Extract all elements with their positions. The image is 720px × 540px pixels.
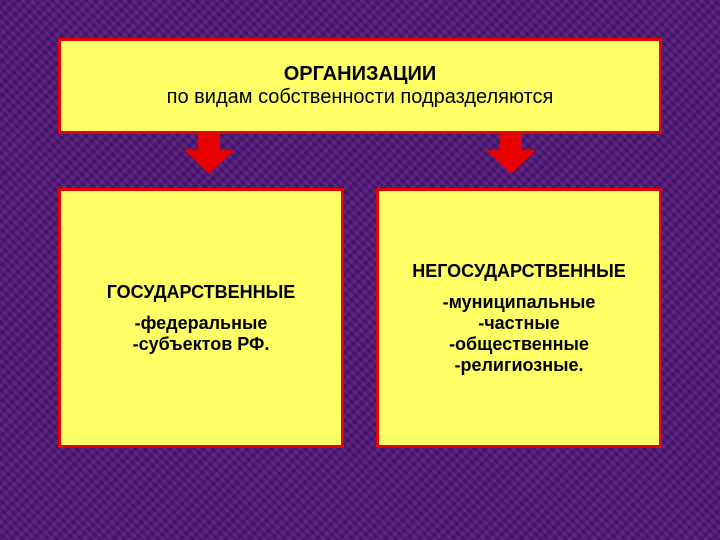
header-subtitle: по видам собственности подразделяются [167, 86, 554, 109]
header-title: ОРГАНИЗАЦИИ [284, 63, 437, 86]
arrow-left [184, 132, 234, 174]
left-box-title: ГОСУДАРСТВЕННЫЕ [107, 282, 296, 303]
right-box: НЕГОСУДАРСТВЕННЫЕ -муниципальные -частны… [376, 188, 662, 448]
header-box: ОРГАНИЗАЦИИ по видам собственности подра… [58, 38, 662, 134]
left-box-item: -федеральные [135, 313, 268, 334]
right-box-item: -частные [478, 313, 560, 334]
slide-canvas: ОРГАНИЗАЦИИ по видам собственности подра… [0, 0, 720, 540]
right-box-title: НЕГОСУДАРСТВЕННЫЕ [412, 261, 626, 282]
left-box-item: -субъектов РФ. [133, 334, 270, 355]
right-box-item: -муниципальные [443, 292, 596, 313]
left-box: ГОСУДАРСТВЕННЫЕ -федеральные -субъектов … [58, 188, 344, 448]
arrow-right [486, 132, 536, 174]
right-box-item: -религиозные. [454, 355, 583, 376]
right-box-item: -общественные [449, 334, 589, 355]
